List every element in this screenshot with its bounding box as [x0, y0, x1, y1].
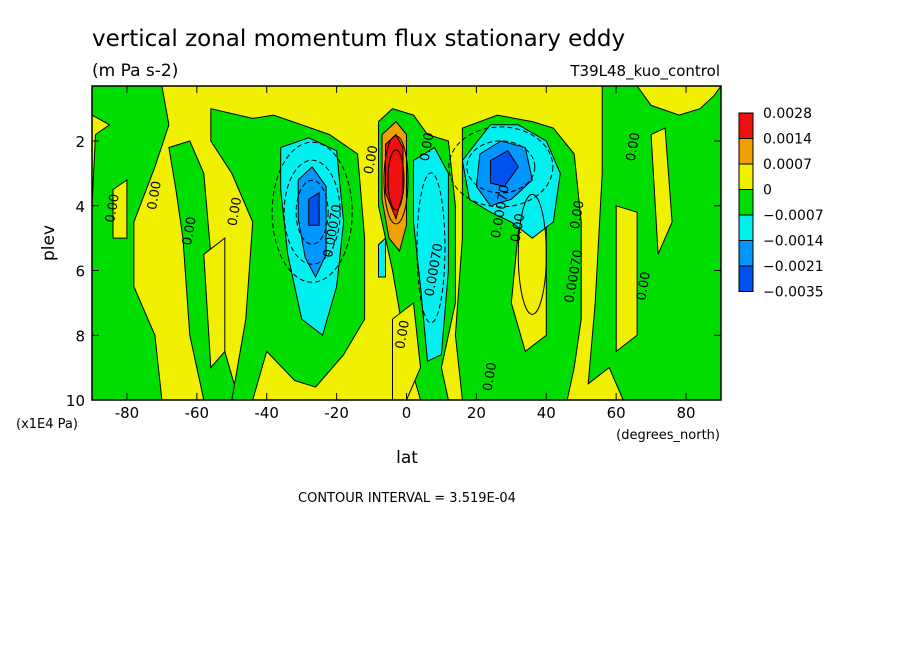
x-tick-label: 20: [467, 404, 486, 422]
legend-swatch: [738, 240, 754, 267]
color-legend: 0.0028 0.0014 0.0007 0 −0.0007 −0.0014 −0.0021…: [738, 106, 824, 301]
contour-label: 0.00: [481, 361, 501, 392]
y-axis-label: plev: [39, 225, 59, 261]
legend-label: 0.0007: [763, 157, 812, 173]
yellow-streak: [112, 178, 128, 239]
legend-swatch: [738, 265, 754, 292]
x-tick-label: 80: [677, 404, 696, 422]
yellow-streak: [203, 237, 226, 369]
negative-contour: [283, 159, 341, 265]
legend-label: −0.0007: [763, 208, 824, 224]
negative-contour: [416, 172, 446, 324]
y-tick-label: 4: [75, 198, 85, 216]
contour-label: 0.00: [103, 193, 123, 224]
deep-blue-core-nh: [489, 150, 519, 187]
contour-label: 0.00: [145, 180, 165, 211]
negative-contour: [466, 140, 536, 194]
contour-interval-label: CONTOUR INTERVAL = 3.519E-04: [298, 491, 516, 506]
legend-swatch: [738, 189, 754, 216]
contour-label: 0.00: [508, 212, 528, 243]
legend-label: −0.0035: [763, 285, 824, 301]
x-tick-label: -20: [324, 404, 349, 422]
legend-swatch: [738, 163, 754, 190]
legend-label: 0.0028: [763, 106, 812, 122]
y-tick-label: 2: [75, 133, 85, 151]
y-tick-label: 8: [75, 327, 85, 345]
contour-label: 0.00: [418, 131, 438, 162]
legend-label: 0: [763, 183, 772, 199]
contour-label: 0.00: [393, 319, 413, 350]
x-axis-units: (degrees_north): [616, 428, 720, 443]
legend-label: −0.0014: [763, 234, 824, 250]
positive-contour: [387, 149, 405, 211]
y-axis-units: (x1E4 Pa): [16, 417, 78, 432]
contour-label: 0.00: [568, 199, 588, 230]
contour-label: 0.00: [362, 144, 382, 175]
legend-swatch: [738, 112, 754, 139]
negative-contour: [448, 126, 554, 208]
contour-label: 0.00: [624, 131, 644, 162]
legend-label: −0.0021: [763, 259, 824, 275]
positive-contour: [517, 193, 547, 315]
x-tick-label: 60: [607, 404, 626, 422]
x-tick-label: -60: [185, 404, 210, 422]
x-tick-label: -80: [115, 404, 140, 422]
contour-label: 0.00: [180, 216, 200, 247]
legend-swatch: [738, 138, 754, 165]
positive-contour: [383, 135, 409, 225]
yellow-streak: [650, 127, 673, 255]
contour-label: 0.00: [225, 196, 245, 227]
yellow-streak: [392, 301, 422, 400]
contour-label: 0.00: [634, 271, 654, 302]
green-region-sh-polar: [92, 86, 170, 400]
x-tick-label: 0: [402, 404, 412, 422]
dataset-label: T39L48_kuo_control: [569, 62, 720, 81]
y-tick-label: 6: [75, 263, 85, 281]
yellow-streak: [615, 205, 638, 353]
deep-blue-core-sh: [308, 191, 320, 226]
chart-units: (m Pa s-2): [92, 61, 178, 81]
legend-label: 0.0014: [763, 132, 812, 148]
chart-title: vertical zonal momentum flux stationary …: [92, 26, 625, 52]
negative-contour: [295, 179, 329, 245]
x-tick-label: 40: [537, 404, 556, 422]
x-tick-label: -40: [254, 404, 279, 422]
x-axis-label: lat: [396, 448, 418, 468]
cyan-blob: [378, 236, 386, 278]
axes: -80 -60 -40 -20 0 20 40 60 80 2 4 6 8 10: [66, 86, 721, 422]
y-tick-label: 10: [66, 392, 85, 410]
legend-swatch: [738, 214, 754, 241]
